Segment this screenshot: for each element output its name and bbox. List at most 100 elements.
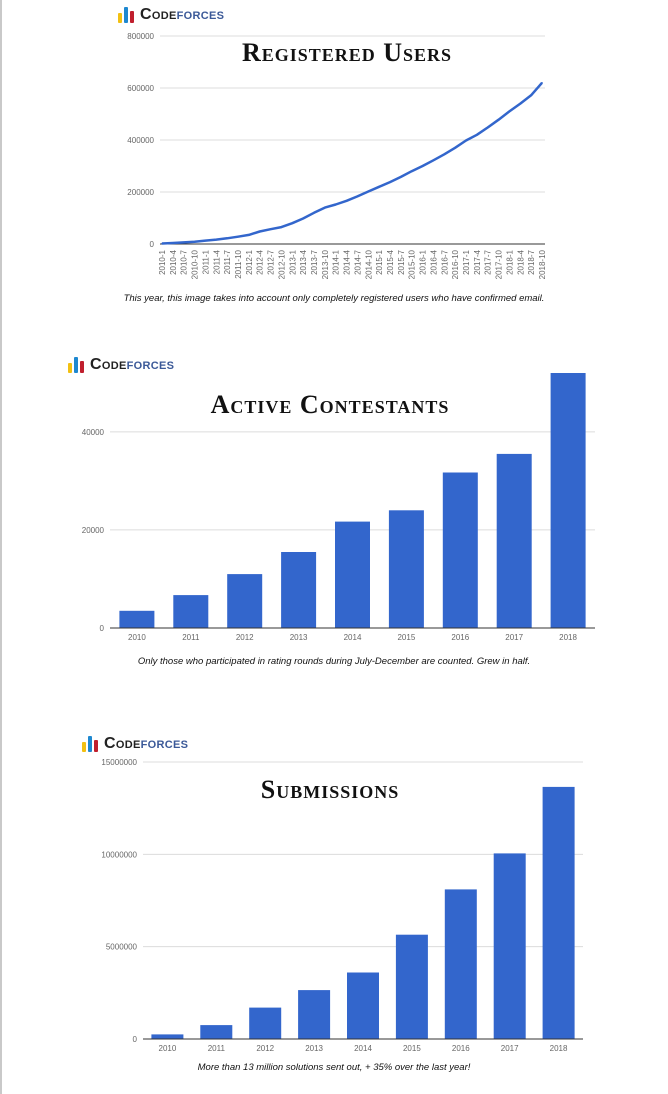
data-point <box>226 237 228 240</box>
data-point <box>443 153 446 156</box>
data-point <box>541 82 543 84</box>
data-point <box>486 126 489 129</box>
active-contestants-caption: Only those who participated in rating ro… <box>137 656 531 667</box>
data-point <box>258 230 261 233</box>
x-tick-label: 2017-10 <box>495 249 504 279</box>
data-point <box>313 212 315 214</box>
bar <box>335 521 370 628</box>
x-tick-label: 2016-7 <box>440 249 449 274</box>
y-tick-label: 0 <box>150 240 155 249</box>
data-point <box>269 228 272 230</box>
data-point <box>530 94 532 97</box>
chart-title-submissions: Submissions <box>260 775 400 804</box>
x-tick-label: 2017-1 <box>462 249 471 274</box>
logo-text-forces: forces <box>176 6 225 23</box>
data-point <box>519 102 522 105</box>
codeforces-logo: Code forces <box>118 6 224 24</box>
chart-title-active-contestants: Active Contestants <box>210 390 450 419</box>
x-tick-label: 2010-4 <box>169 249 178 274</box>
x-tick-label: 2013-7 <box>310 249 319 274</box>
logo-text-code: Code <box>140 6 177 23</box>
data-point <box>389 181 391 183</box>
x-tick-label: 2018-7 <box>527 249 536 274</box>
data-point <box>204 239 207 242</box>
x-tick-label: 2016 <box>452 1044 470 1053</box>
data-point <box>291 222 294 224</box>
data-point <box>421 165 424 167</box>
y-tick-label: 5000000 <box>106 943 138 952</box>
data-point <box>193 240 196 243</box>
x-tick-label: 2017 <box>505 633 523 642</box>
logo-text-code: Code <box>104 735 141 752</box>
x-tick-label: 2013 <box>305 1044 323 1053</box>
x-tick-label: 2016 <box>451 633 469 642</box>
bar <box>298 990 331 1039</box>
y-tick-label: 400000 <box>127 136 154 145</box>
submissions-chart: 0 5000000 10000000 15000000 2010 2011 2012 2013… <box>101 758 583 1053</box>
y-tick-label: 200000 <box>127 188 154 197</box>
x-tick-label: 2015-4 <box>386 249 395 274</box>
x-tick-label: 2011 <box>182 633 200 642</box>
data-point <box>378 186 380 188</box>
x-tick-label: 2016-1 <box>419 249 428 274</box>
active-contestants-chart: 0 20000 40000 2010 2011 2012 2013 2014 2015 2016 2… <box>82 373 595 642</box>
x-tick-label: 2015-7 <box>397 249 406 274</box>
x-tick-label: 2015 <box>403 1044 421 1053</box>
page-left-border <box>0 0 2 1094</box>
data-point <box>465 139 467 142</box>
data-point <box>182 241 185 244</box>
data-point <box>497 118 500 121</box>
y-tick-label: 800000 <box>127 32 154 41</box>
bar <box>442 472 478 628</box>
bar <box>173 595 209 628</box>
data-point <box>345 200 348 202</box>
data-point <box>172 242 174 244</box>
submissions-block: Code forces 0 5000000 10000000 15000000 2010 2… <box>0 725 668 1085</box>
x-tick-label: 2011-10 <box>234 249 243 278</box>
data-point <box>454 147 456 149</box>
logo-icon <box>118 7 134 23</box>
x-tick-label: 2015 <box>397 633 415 642</box>
x-tick-label: 2018 <box>559 633 577 642</box>
data-point <box>410 170 413 172</box>
bar <box>151 1034 184 1039</box>
x-tick-label: 2010-10 <box>191 249 200 279</box>
x-tick-label: 2013-10 <box>321 249 330 279</box>
registered-users-block: Code forces 0 200000 400000 600000 800000 2010… <box>0 0 668 320</box>
data-point <box>324 206 326 209</box>
data-point <box>215 238 218 241</box>
y-tick-label: 0 <box>100 624 105 633</box>
bar <box>493 853 526 1039</box>
x-tick-label: 2016-4 <box>429 249 438 274</box>
logo-icon <box>82 736 98 752</box>
logo-text-forces: forces <box>126 356 175 373</box>
y-tick-label: 15000000 <box>101 758 137 767</box>
y-tick-label: 10000000 <box>101 850 137 859</box>
data-point <box>356 195 359 198</box>
codeforces-logo: Code forces <box>82 735 188 753</box>
y-tick-label: 20000 <box>82 526 105 535</box>
x-tick-label: 2013-1 <box>288 249 297 274</box>
x-tick-label: 2011-7 <box>223 249 232 274</box>
data-point <box>476 134 478 136</box>
x-tick-label: 2011 <box>208 1044 226 1053</box>
data-point <box>280 226 283 228</box>
data-point <box>508 110 511 113</box>
x-tick-label: 2014-10 <box>364 249 373 279</box>
x-tick-label: 2014 <box>344 633 362 642</box>
x-tick-label: 2014-1 <box>332 249 341 274</box>
bar <box>200 1025 233 1039</box>
bar <box>119 610 155 628</box>
x-tick-label: 2013-4 <box>299 249 308 274</box>
bar <box>347 972 379 1039</box>
data-point <box>161 242 163 245</box>
bar <box>281 552 317 628</box>
x-tick-label: 2017 <box>501 1044 519 1053</box>
bar <box>542 786 575 1039</box>
x-tick-label: 2015-1 <box>375 249 384 274</box>
x-tick-label: 2011-1 <box>201 249 210 274</box>
x-tick-label: 2018 <box>550 1044 568 1053</box>
x-tick-label: 2012-1 <box>245 249 254 274</box>
x-tick-label: 2014-7 <box>353 249 362 274</box>
y-tick-label: 0 <box>133 1035 138 1044</box>
